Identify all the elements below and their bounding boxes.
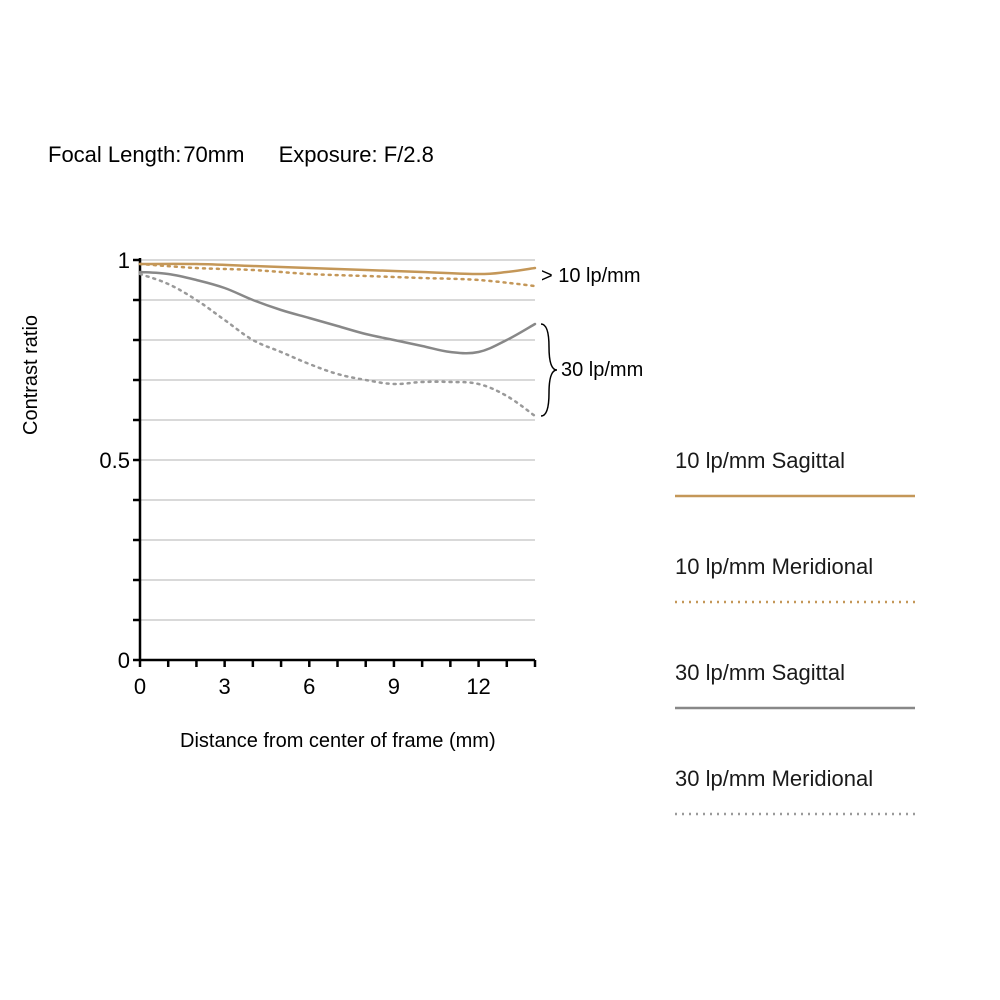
series-line <box>140 274 535 416</box>
y-axis-label: Contrast ratio <box>20 315 43 435</box>
legend-item: 10 lp/mm Sagittal <box>675 448 985 492</box>
mtf-chart: Contrast ratio Distance from center of f… <box>50 230 650 750</box>
legend-line <box>675 586 915 598</box>
x-tick-label: 12 <box>464 674 494 700</box>
legend-line <box>675 480 915 492</box>
legend-label: 10 lp/mm Meridional <box>675 554 985 580</box>
focal-length-label: Focal Length: <box>48 142 181 167</box>
x-tick-label: 3 <box>210 674 240 700</box>
y-tick-label: 0 <box>90 648 130 674</box>
x-tick-label: 9 <box>379 674 409 700</box>
exposure-label: Exposure: F/2.8 <box>279 142 434 167</box>
focal-length-value: 70mm <box>183 142 244 167</box>
x-tick-label: 0 <box>125 674 155 700</box>
legend-line <box>675 798 915 810</box>
legend-item: 10 lp/mm Meridional <box>675 554 985 598</box>
x-axis-label: Distance from center of frame (mm) <box>180 730 496 753</box>
chart-annotation: 30 lp/mm <box>561 359 643 382</box>
legend-label: 30 lp/mm Sagittal <box>675 660 985 686</box>
x-tick-label: 6 <box>294 674 324 700</box>
chart-annotation: > 10 lp/mm <box>541 265 640 288</box>
series-line <box>140 272 535 353</box>
y-tick-label: 0.5 <box>90 448 130 474</box>
legend-line <box>675 692 915 704</box>
legend-item: 30 lp/mm Sagittal <box>675 660 985 704</box>
chart-svg <box>50 230 650 710</box>
legend-item: 30 lp/mm Meridional <box>675 766 985 810</box>
chart-header: Focal Length:70mm Exposure: F/2.8 <box>48 142 434 168</box>
series-line <box>140 264 535 274</box>
legend-label: 30 lp/mm Meridional <box>675 766 985 792</box>
y-tick-label: 1 <box>90 248 130 274</box>
legend: 10 lp/mm Sagittal 10 lp/mm Meridional 30 l… <box>675 448 985 872</box>
legend-label: 10 lp/mm Sagittal <box>675 448 985 474</box>
